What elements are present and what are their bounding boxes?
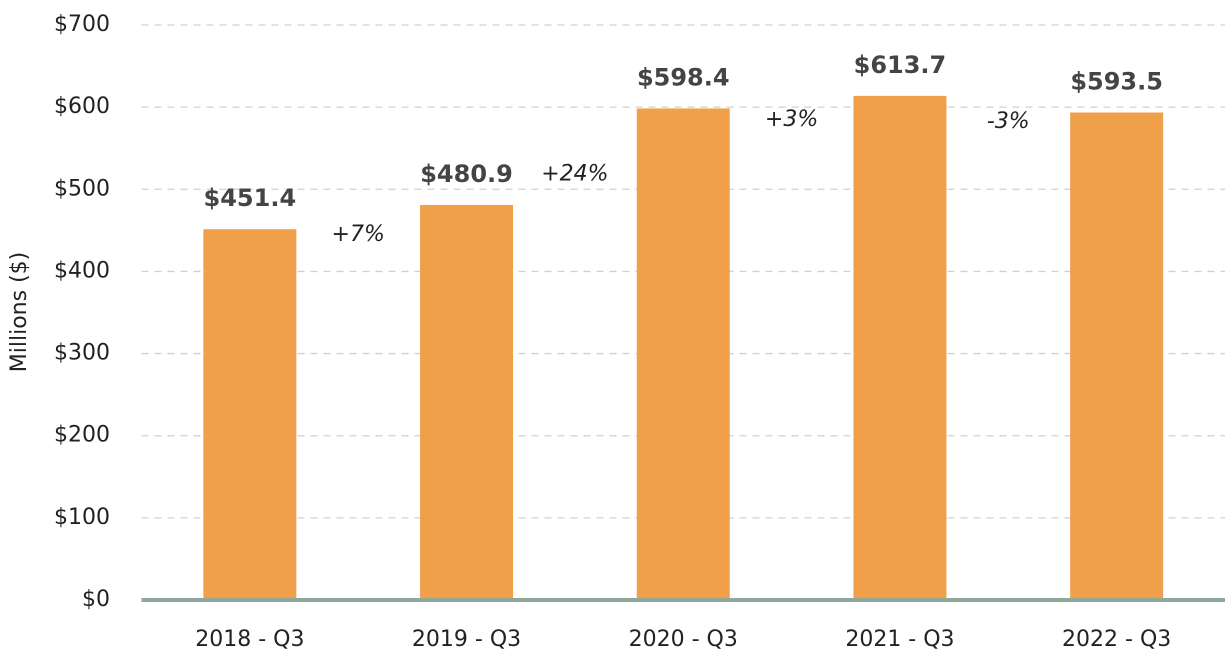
- bar: [636, 108, 730, 600]
- bar: [853, 95, 947, 600]
- value-label: $613.7: [854, 51, 947, 79]
- bar: [203, 229, 297, 600]
- y-tick-label: $600: [54, 94, 110, 119]
- change-annotation: +24%: [541, 162, 608, 187]
- change-annotation: +3%: [765, 107, 818, 132]
- y-tick-label: $400: [54, 258, 110, 283]
- bar: [1070, 112, 1164, 600]
- change-annotation: -3%: [987, 109, 1030, 134]
- value-label: $451.4: [204, 184, 297, 212]
- x-tick-label: 2018 - Q3: [195, 627, 304, 652]
- x-tick-label: 2019 - Q3: [412, 627, 521, 652]
- value-label: $598.4: [637, 63, 730, 91]
- value-label: $593.5: [1070, 67, 1163, 95]
- y-tick-label: $0: [82, 587, 110, 612]
- change-annotation: +7%: [332, 222, 385, 247]
- bar: [420, 204, 514, 600]
- x-tick-label: 2021 - Q3: [845, 627, 954, 652]
- x-tick-label: 2020 - Q3: [629, 627, 738, 652]
- y-tick-label: $100: [54, 505, 110, 530]
- x-tick-label: 2022 - Q3: [1062, 627, 1171, 652]
- y-tick-label: $700: [54, 12, 110, 37]
- y-axis-label: Millions ($): [7, 252, 32, 372]
- y-tick-label: $300: [54, 341, 110, 366]
- y-tick-label: $200: [54, 423, 110, 448]
- y-tick-label: $500: [54, 176, 110, 201]
- value-label: $480.9: [420, 160, 513, 188]
